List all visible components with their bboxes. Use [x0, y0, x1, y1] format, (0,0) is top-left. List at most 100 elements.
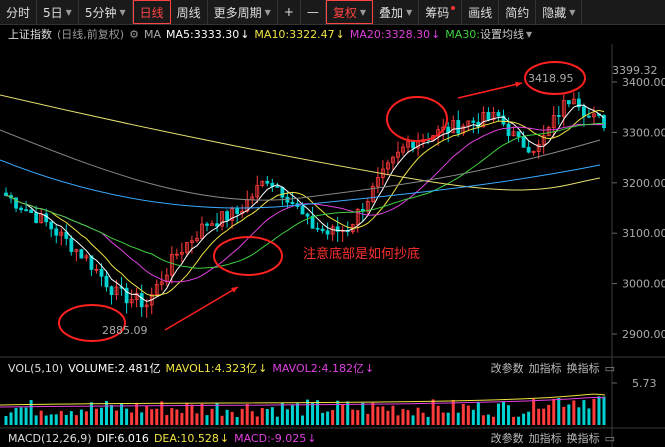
candle-body [561, 100, 566, 117]
volume-bar [532, 399, 536, 425]
volume-bar [426, 416, 430, 425]
volume-bar [170, 408, 174, 425]
volume-bar [351, 409, 355, 425]
volume-bar [195, 413, 199, 425]
candle-body [526, 146, 531, 153]
candle-body [149, 294, 154, 306]
volume-bar [245, 403, 249, 425]
vol-settings-icon[interactable]: ▭ [604, 361, 615, 375]
candle-body [556, 115, 561, 117]
draw-line-button[interactable]: 画线 [462, 0, 500, 24]
toolbar-item-label: 更多周期 [213, 5, 262, 20]
volume-bar [476, 401, 480, 425]
candle-body [531, 151, 536, 153]
price-tick-label: 3200.00 [622, 177, 665, 190]
candle-body [195, 238, 199, 242]
tab-weekly[interactable]: 周线 [171, 0, 208, 24]
candle-body [536, 143, 541, 152]
candle-body [320, 228, 325, 232]
chevron-down-icon: ▼ [359, 7, 367, 17]
volume-bar [275, 416, 279, 425]
candle-body [521, 136, 526, 148]
macd-switch-indicator-button[interactable]: 换指标 [566, 432, 600, 445]
candle-body [506, 123, 511, 136]
ma-settings-link[interactable]: 设置均线 [480, 28, 525, 41]
candle-body [154, 283, 159, 295]
adjust-button[interactable]: 复权 ▼ [325, 0, 374, 24]
ma10-arrow-icon: ↓ [335, 27, 345, 41]
volume-bar [34, 415, 38, 425]
vol-switch-indicator-button[interactable]: 换指标 [566, 362, 600, 375]
candle-body [501, 115, 506, 125]
low-price-label: 2885.09 [102, 324, 148, 337]
tab-5min[interactable]: 5分钟 ▼ [79, 0, 133, 24]
candle-body [179, 251, 184, 255]
candle-body [411, 141, 415, 149]
macd-arrow-icon: ↓ [307, 431, 317, 445]
volume-bar [135, 402, 139, 425]
volume-bar [150, 409, 154, 425]
hide-button[interactable]: 隐藏 ▼ [536, 0, 583, 24]
annotation-arrow [164, 286, 239, 331]
candle-body [551, 115, 556, 128]
volume-bar [255, 416, 259, 425]
tab-daily[interactable]: 日线 [132, 0, 171, 24]
volume-bar [64, 414, 68, 425]
chips-button[interactable]: 筹码 [419, 0, 463, 24]
candle-body [511, 131, 516, 136]
chevron-down-icon: ▼ [264, 7, 271, 17]
chevron-down-icon[interactable]: ▼ [526, 29, 533, 39]
ma5-line [5, 104, 605, 303]
ma20-value: MA20:3328.30 [349, 27, 431, 41]
volume-bar [441, 412, 445, 425]
volume-bar [54, 414, 58, 425]
vol-add-indicator-button[interactable]: 加指标 [528, 362, 562, 375]
macd-add-indicator-button[interactable]: 加指标 [528, 432, 562, 445]
volume-bar [200, 403, 204, 425]
volume-bar [44, 415, 48, 425]
tab-timeshare[interactable]: 分时 [0, 0, 38, 24]
candle-body [54, 228, 59, 236]
macd-edit-params-button[interactable]: 改参数 [490, 432, 524, 445]
vol-edit-params-button[interactable]: 改参数 [490, 362, 524, 375]
candle-body [24, 209, 29, 212]
zoom-out-button[interactable]: — [301, 0, 326, 24]
candle-body [571, 98, 576, 105]
candle-body [386, 162, 390, 170]
volume-bar [577, 407, 581, 425]
gear-icon[interactable]: ⚙ [129, 27, 139, 41]
volume-bar [572, 400, 576, 425]
volume-bar [316, 400, 320, 425]
volume-bar [371, 402, 375, 425]
zoom-in-button[interactable]: + [278, 0, 301, 24]
volume-bar [120, 403, 124, 425]
highlight-circle [524, 61, 586, 95]
volume-bar [361, 402, 365, 425]
toolbar-item-label: 周线 [176, 5, 201, 20]
volume-bar [517, 416, 521, 425]
volume-bar [49, 414, 53, 425]
ma20-arrow-icon: ↓ [431, 27, 441, 41]
price-tick-label: 3100.00 [622, 227, 665, 240]
volume-bar [39, 410, 43, 425]
toolbar-item-label: 5日 [43, 5, 63, 20]
candle-body [210, 223, 214, 226]
candle-body [124, 287, 129, 304]
volume-bar [491, 416, 495, 425]
volume-bar [9, 412, 13, 425]
annotation-arrow [457, 82, 523, 99]
simple-button[interactable]: 简约 [499, 0, 537, 24]
candle-body [69, 237, 74, 252]
candle-body [456, 120, 461, 134]
candle-body [185, 242, 189, 253]
candle-body [491, 112, 496, 121]
volume-bar [19, 407, 23, 425]
macd-settings-icon[interactable]: ▭ [604, 431, 615, 445]
volume-bar [185, 402, 189, 425]
tab-5day[interactable]: 5日 ▼ [37, 0, 79, 24]
highlight-circle [386, 96, 448, 142]
tab-more-periods[interactable]: 更多周期 ▼ [208, 0, 278, 24]
candle-body [451, 120, 456, 133]
high-price-label: 3399.32 [612, 64, 658, 77]
volume-bar [406, 410, 410, 425]
